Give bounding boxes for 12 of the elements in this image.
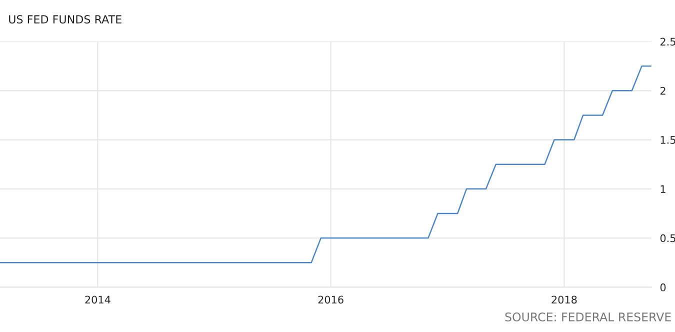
chart-title: US FED FUNDS RATE	[9, 15, 122, 24]
y-tick-label: 0	[660, 283, 666, 292]
y-tick-label: 1.5	[660, 136, 675, 144]
y-tick-label: 0.5	[660, 234, 675, 242]
y-tick-label: 2	[660, 86, 666, 95]
y-tick-label: 1	[660, 185, 666, 193]
x-tick-label: 2014	[85, 296, 110, 304]
source-note: SOURCE: FEDERAL RESERVE	[505, 312, 671, 322]
line-series	[0, 65, 652, 264]
x-tick-label: 2016	[318, 296, 344, 304]
x-tick-label: 2018	[552, 296, 577, 304]
y-tick-label: 2.5	[660, 38, 675, 46]
